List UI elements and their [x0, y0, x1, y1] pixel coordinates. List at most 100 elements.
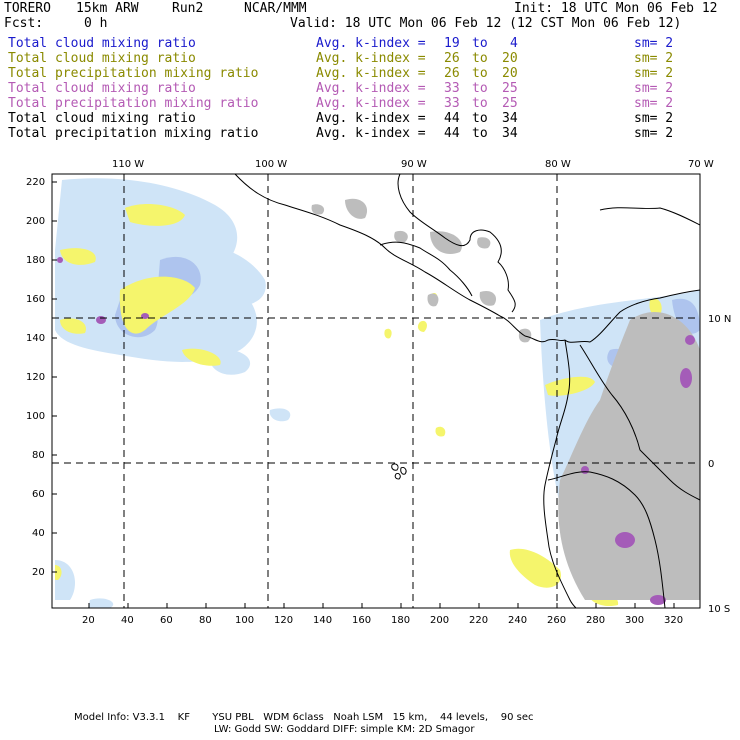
cloud-patch: [269, 408, 291, 422]
border-peru: [547, 471, 666, 609]
legend-k2: 20: [502, 51, 518, 66]
x-tick-label: 20: [82, 615, 95, 626]
heavy-precip-cell: [680, 368, 692, 388]
lon-label: 100 W: [255, 159, 288, 170]
precip-patch: [649, 298, 662, 316]
deep-cloud-patch: [430, 231, 462, 254]
deep-cloud-patch: [311, 204, 325, 215]
header-run: Run2: [172, 1, 204, 16]
coastlines: [234, 173, 701, 609]
precip-patch: [55, 565, 62, 580]
header-init: Init: 18 UTC Mon 06 Feb 12: [514, 1, 718, 16]
legend-sm: sm= 2: [634, 126, 674, 141]
precip-patch: [417, 320, 427, 332]
grid-lines: [52, 174, 700, 608]
footer-physics-info: LW: Godd SW: Goddard DIFF: simple KM: 2D…: [214, 724, 475, 735]
legend-k2: 20: [502, 66, 518, 81]
legend-k2: 34: [502, 126, 518, 141]
gray-fields: [311, 198, 700, 600]
x-tick-label: 200: [430, 615, 450, 626]
y-tick-label: 140: [26, 333, 46, 344]
heavy-precip-cell: [57, 257, 63, 263]
precip-patch: [435, 426, 446, 437]
tick-marks: [52, 181, 675, 608]
legend-field: Total cloud mixing ratio: [8, 51, 196, 66]
x-tick-label: 120: [274, 615, 294, 626]
coastline-south-america: [564, 289, 701, 343]
y-tick-label: 60: [32, 489, 45, 500]
border-andes: [579, 344, 701, 501]
legend-k1: 33: [444, 96, 460, 111]
x-tick-label: 80: [199, 615, 212, 626]
deep-cloud-patch: [479, 290, 497, 306]
legend-to: to: [472, 36, 488, 51]
cloud-patch: [672, 298, 700, 334]
y-tick-label: 40: [32, 528, 45, 539]
cloud-patch: [209, 349, 251, 375]
legend-k1: 26: [444, 66, 460, 81]
header-valid: Valid: 18 UTC Mon 06 Feb 12 (12 CST Mon …: [290, 16, 682, 31]
precip-patch: [125, 204, 185, 226]
legend-k1: 26: [444, 51, 460, 66]
coastline-pacific-sa: [543, 339, 577, 609]
map-frame: [51, 173, 701, 609]
cloud-patch: [179, 244, 266, 307]
header-resolution: 15km ARW: [76, 1, 139, 16]
legend-kindex: Avg. k-index =: [316, 96, 426, 111]
header-fcst-label: Fcst:: [4, 16, 44, 31]
lon-label: 70 W: [688, 159, 714, 170]
lon-label: 110 W: [112, 159, 145, 170]
x-tick-label: 240: [508, 615, 528, 626]
legend-k1: 44: [444, 111, 460, 126]
legend-to: to: [472, 111, 488, 126]
x-tick-label: 260: [547, 615, 567, 626]
y-tick-label: 160: [26, 294, 46, 305]
legend-k2: 4: [510, 36, 518, 51]
deep-cloud-patch: [427, 293, 439, 307]
cloud-patch: [88, 598, 114, 608]
legend-kindex: Avg. k-index =: [316, 126, 426, 141]
lat-label: 10 N: [708, 314, 732, 325]
coastline-yucatan: [397, 173, 516, 313]
legend-sm: sm= 2: [634, 111, 674, 126]
legend-kindex: Avg. k-index =: [316, 36, 426, 51]
x-tick-label: 180: [391, 615, 411, 626]
legend-to: to: [472, 66, 488, 81]
x-tick-label: 140: [313, 615, 333, 626]
border-line: [379, 241, 473, 297]
x-tick-label: 300: [625, 615, 645, 626]
legend-k1: 19: [444, 36, 460, 51]
x-tick-label: 160: [352, 615, 372, 626]
x-tick-label: 280: [586, 615, 606, 626]
precip-patch: [60, 248, 96, 265]
legend-field: Total cloud mixing ratio: [8, 111, 196, 126]
legend-kindex: Avg. k-index =: [316, 66, 426, 81]
precip-patch: [509, 548, 561, 588]
heavy-precip-cell: [615, 532, 635, 548]
precip-patch: [182, 348, 221, 366]
lat-label: 0: [708, 459, 715, 470]
purple-fields: [57, 257, 695, 605]
precip-patch: [60, 318, 86, 334]
footer-model-info: Model Info: V3.3.1 KF YSU PBL WDM 6class…: [74, 712, 534, 723]
legend-sm: sm= 2: [634, 81, 674, 96]
legend-kindex: Avg. k-index =: [316, 81, 426, 96]
heavy-precip-cell: [685, 335, 695, 345]
header-org: NCAR/MMM: [244, 1, 307, 16]
lon-label: 80 W: [545, 159, 571, 170]
legend-field: Total cloud mixing ratio: [8, 36, 196, 51]
legend-k2: 25: [502, 81, 518, 96]
legend-to: to: [472, 81, 488, 96]
coastline-mexico-central-america: [234, 173, 566, 343]
x-tick-label: 320: [664, 615, 684, 626]
heavy-precip-cell: [96, 316, 106, 324]
legend-to: to: [472, 51, 488, 66]
y-tick-label: 100: [26, 411, 46, 422]
x-tick-label: 100: [235, 615, 255, 626]
legend-sm: sm= 2: [634, 96, 674, 111]
legend-sm: sm= 2: [634, 51, 674, 66]
legend-k2: 25: [502, 96, 518, 111]
heavy-precip-cell: [581, 466, 589, 474]
deep-cloud-patch: [394, 230, 408, 243]
galapagos-islands: [391, 463, 407, 480]
